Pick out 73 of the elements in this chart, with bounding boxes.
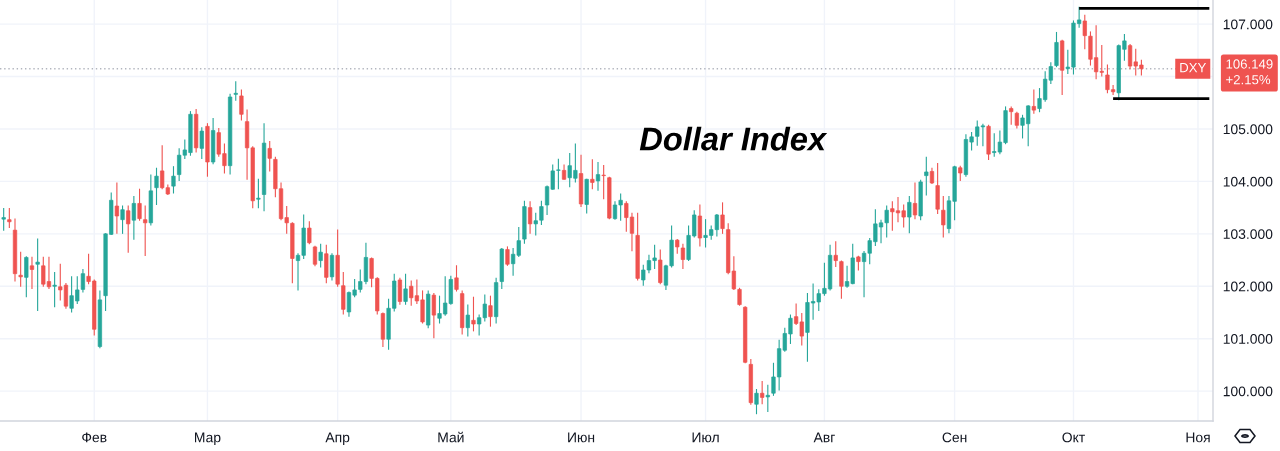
candlestick <box>239 89 244 121</box>
candlestick <box>465 304 470 337</box>
y-tick-label: 103.000 <box>1223 229 1273 239</box>
ref-line-label: DXY <box>1180 63 1207 73</box>
candlestick <box>256 178 261 209</box>
candlestick <box>126 205 131 253</box>
x-tick-label: Апр <box>325 432 350 446</box>
y-tick-label: 102.000 <box>1223 281 1273 292</box>
candlestick <box>1082 14 1087 50</box>
x-tick-label: Авг <box>813 432 835 443</box>
candlestick <box>935 163 940 214</box>
candlestick <box>120 205 125 234</box>
y-tick-label: 100.000 <box>1223 386 1273 397</box>
candlestick <box>488 295 493 327</box>
candlestick <box>1 208 6 231</box>
text: 106.149 +2.15% <box>1226 59 1273 85</box>
candlestick <box>833 241 838 267</box>
candlestick <box>171 166 176 194</box>
candlestick <box>754 388 759 415</box>
candlestick <box>1031 89 1036 114</box>
y-tick-label: 104.000 <box>1223 176 1273 187</box>
x-tick-label: Июл <box>692 432 719 443</box>
candlestick <box>658 249 663 285</box>
y-tick-label: 101.000 <box>1223 334 1273 344</box>
candlestick <box>137 188 142 221</box>
x-tick-label: Фев <box>82 432 107 443</box>
candlestick <box>595 161 601 191</box>
x-tick-label: Ноя <box>1186 432 1210 443</box>
candlestick <box>267 141 272 172</box>
candlestick <box>454 265 459 292</box>
candlestick <box>941 196 946 238</box>
candlestick <box>329 253 335 281</box>
candlestick <box>233 81 238 101</box>
candlestick <box>18 251 23 287</box>
candlestick <box>765 384 770 413</box>
candlestick <box>143 205 148 256</box>
x-tick-label: Сен <box>942 432 967 443</box>
candlestick <box>601 165 606 200</box>
candlestick <box>114 182 119 234</box>
candlestick <box>341 272 346 315</box>
candlestick <box>312 245 318 267</box>
candlestick <box>307 221 312 245</box>
y-tick-label: 105.000 <box>1223 124 1273 135</box>
candlestick <box>154 167 159 206</box>
candlestick <box>471 296 476 332</box>
x-tick-label: Июн <box>568 432 595 443</box>
candlestick <box>318 243 323 268</box>
x-tick-label: Мар <box>195 432 221 446</box>
candlestick <box>131 196 136 240</box>
candlestick <box>527 201 533 234</box>
candlestick <box>1054 31 1059 68</box>
candlestick <box>924 156 929 196</box>
candlestick <box>29 256 35 289</box>
text: Dollar Index <box>639 126 828 151</box>
candlestick <box>7 208 12 229</box>
candlestick <box>52 272 57 308</box>
candlestick <box>403 273 408 305</box>
candlestick <box>324 244 329 284</box>
candlestick <box>505 246 510 266</box>
y-tick-label: 107.000 <box>1223 19 1273 30</box>
candlestick <box>35 238 40 311</box>
x-tick-label: Окт <box>1062 432 1085 443</box>
candlestick <box>720 202 725 234</box>
candlestick <box>760 381 765 405</box>
candlestick <box>697 204 702 247</box>
candlestick <box>397 277 402 305</box>
candlestick <box>24 256 29 298</box>
x-tick-label: Май <box>438 431 464 443</box>
candlestick <box>199 127 204 159</box>
candlestick <box>912 182 918 220</box>
candlestick <box>907 196 912 234</box>
candlestick <box>590 159 595 190</box>
candlestick <box>431 293 436 339</box>
